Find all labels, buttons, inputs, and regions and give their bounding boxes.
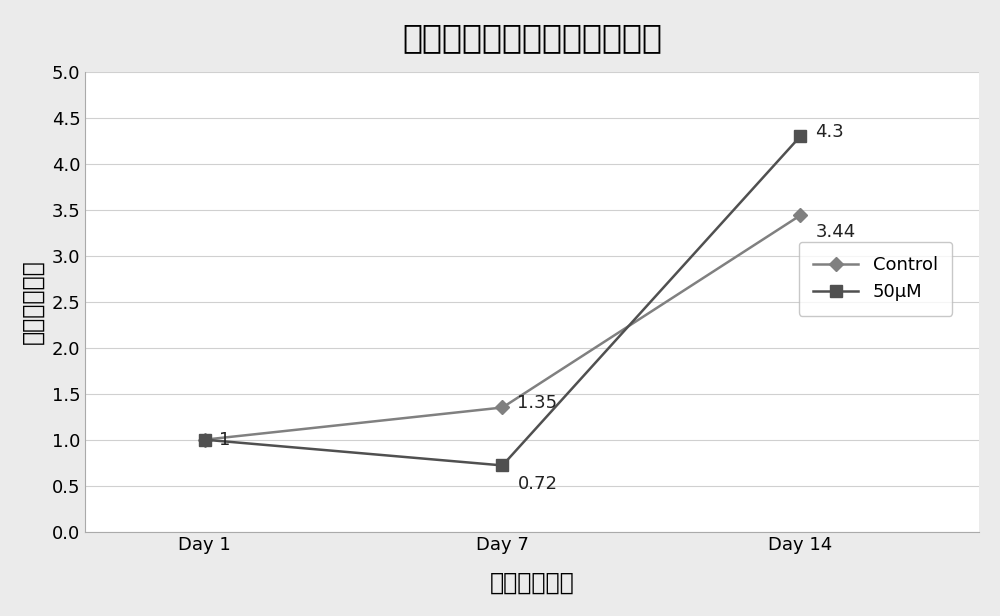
Text: 1.35: 1.35: [517, 394, 558, 412]
Legend: Control, 50μM: Control, 50μM: [799, 242, 952, 316]
Title: 白藜芦醇各样本细胞增殖倍数: 白藜芦醇各样本细胞增殖倍数: [402, 21, 662, 54]
Text: 1: 1: [219, 431, 231, 448]
50μM: [496, 462, 508, 469]
Y-axis label: 细胞增殖倍数: 细胞增殖倍数: [21, 259, 45, 344]
Text: 0.72: 0.72: [517, 475, 557, 493]
Line: 50μM: 50μM: [198, 130, 807, 472]
X-axis label: 细胞培养时间: 细胞培养时间: [490, 571, 575, 595]
Control: [199, 436, 211, 444]
Text: 3.44: 3.44: [815, 223, 856, 241]
Control: [794, 212, 806, 219]
50μM: [199, 436, 211, 444]
Line: Control: Control: [200, 211, 805, 445]
Control: [496, 404, 508, 411]
Text: 4.3: 4.3: [815, 123, 844, 140]
50μM: [794, 132, 806, 140]
